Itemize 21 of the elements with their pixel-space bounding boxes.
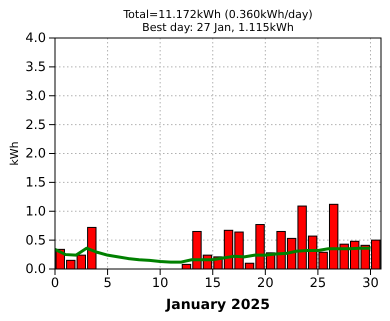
x-tick-label: 15 — [204, 276, 222, 292]
y-tick-label: 2.5 — [25, 118, 46, 133]
y-tick-label: 4.0 — [25, 31, 46, 46]
chart-subtitle: Best day: 27 Jan, 1.115kWh — [142, 21, 294, 34]
x-tick-label: 25 — [310, 276, 326, 292]
y-axis-title: kWh — [8, 141, 21, 166]
y-tick-label: 0.0 — [25, 262, 46, 278]
y-tick-label: 2.0 — [25, 146, 46, 162]
y-tick-label: 3.0 — [25, 88, 46, 104]
x-tick-label: 30 — [362, 276, 379, 292]
y-tick-label: 1.0 — [25, 204, 46, 220]
x-tick-label: 0 — [50, 276, 60, 292]
y-tick-label: 1.5 — [25, 176, 46, 191]
x-axis-title: January 2025 — [165, 297, 270, 313]
y-tick-label: 0.5 — [25, 233, 46, 248]
y-tick-label: 3.5 — [25, 60, 46, 76]
x-tick-label: 10 — [152, 276, 168, 292]
chart-title: Total=11.172kWh (0.360kWh/day) — [122, 8, 313, 21]
x-tick-label: 5 — [103, 276, 112, 292]
line-series — [54, 246, 372, 264]
x-tick-label: 20 — [257, 276, 274, 292]
